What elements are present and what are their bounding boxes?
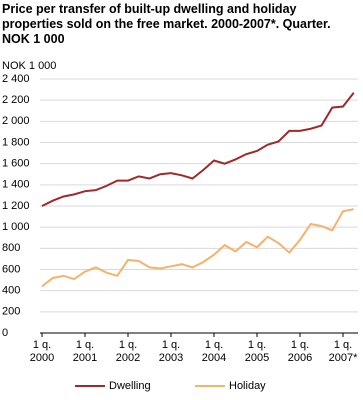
y-tick-label: 600	[2, 263, 20, 275]
y-tick-label: 1 200	[2, 200, 30, 212]
y-tick-label: 0	[2, 327, 8, 339]
x-tick-label: 1 q. 2002	[115, 339, 141, 364]
y-tick-label: 1 000	[2, 221, 30, 233]
y-tick-label: 1 600	[2, 158, 30, 170]
legend-label: Dwelling	[109, 380, 151, 392]
x-tick-label: 1 q. 2006	[287, 339, 313, 364]
y-tick-label: 1 400	[2, 179, 30, 191]
y-tick-label: 800	[2, 242, 20, 254]
y-tick-label: 1 800	[2, 136, 30, 148]
y-tick-label: 200	[2, 306, 20, 318]
y-tick-label: 2 200	[2, 94, 30, 106]
data-line	[41, 92, 355, 207]
legend-label: Holiday	[229, 380, 266, 392]
x-tick-label: 1 q. 2007*	[328, 339, 358, 364]
data-line	[41, 208, 354, 288]
y-axis-label: NOK 1 000	[2, 60, 56, 72]
x-tick-label: 1 q. 2000	[29, 339, 55, 364]
x-tick-label: 1 q. 2003	[158, 339, 184, 364]
chart-title: Price per transfer of built-up dwelling …	[2, 2, 331, 46]
y-tick-label: 400	[2, 285, 20, 297]
y-tick-label: 2 000	[2, 115, 30, 127]
x-tick-label: 1 q. 2005	[244, 339, 270, 364]
y-tick-label: 2 400	[2, 73, 30, 85]
x-tick-label: 1 q. 2004	[201, 339, 227, 364]
x-tick-label: 1 q. 2001	[72, 339, 98, 364]
